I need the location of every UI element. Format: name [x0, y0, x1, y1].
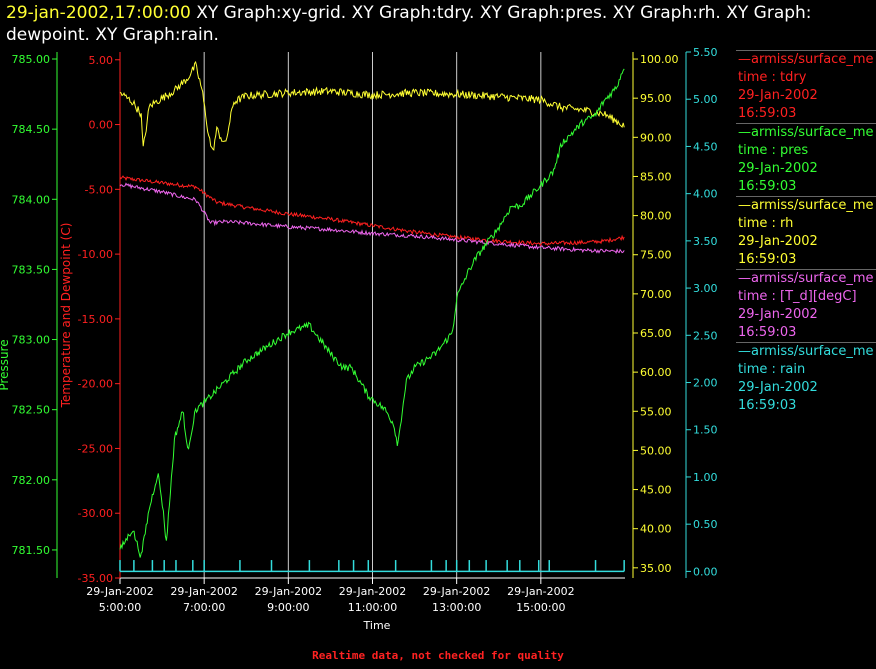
rain-tick-label: 1.00	[693, 471, 718, 484]
legend-var: time : rh	[738, 216, 794, 231]
pressure-tick-label: 783.50	[12, 263, 51, 276]
rh-tick-label: 95.00	[640, 92, 672, 105]
rh-tick-label: 80.00	[640, 210, 672, 223]
legend-source: —armiss/surface_me	[738, 271, 874, 286]
rh-tick-label: 75.00	[640, 249, 672, 262]
x-tick-label: 29-Jan-2002	[170, 585, 238, 598]
rh-tick-label: 65.00	[640, 327, 672, 340]
x-tick-label: 5:00:00	[99, 601, 141, 614]
rain-tick-label: 5.50	[693, 46, 718, 59]
legend-var: time : tdry	[738, 70, 807, 85]
x-tick-label: 13:00:00	[432, 601, 481, 614]
temperature-tick-label: -20.00	[78, 378, 113, 391]
chart-header: 29-jan-2002,17:00:00 XY Graph:xy-grid. X…	[6, 2, 872, 46]
legend-source: —armiss/surface_me	[738, 125, 874, 140]
temperature-tick-label: 5.00	[89, 54, 114, 67]
rain-tick-label: 5.00	[693, 93, 718, 106]
rh-tick-label: 90.00	[640, 131, 672, 144]
rain-tick-label: 2.50	[693, 329, 718, 342]
legend-time: 16:59:03	[738, 252, 797, 267]
legend-date: 29-Jan-2002	[738, 380, 818, 395]
x-tick-label: 11:00:00	[348, 601, 397, 614]
rain-tick-label: 4.50	[693, 140, 718, 153]
rain-tick-label: 2.00	[693, 377, 718, 390]
pressure-axis-label: Pressure	[0, 339, 11, 390]
rain-tick-label: 0.00	[693, 565, 718, 578]
temperature-tick-label: -35.00	[78, 572, 113, 585]
rh-tick-label: 85.00	[640, 170, 672, 183]
legend: —armiss/surface_me time : tdry 29-Jan-2002…	[736, 50, 876, 415]
rain-tick-label: 4.00	[693, 188, 718, 201]
legend-date: 29-Jan-2002	[738, 88, 818, 103]
dewpoint-line	[119, 182, 625, 255]
legend-source: —armiss/surface_me	[738, 344, 874, 359]
legend-time: 16:59:03	[738, 106, 797, 121]
rain-tick-label: 1.50	[693, 424, 718, 437]
x-tick-label: 29-Jan-2002	[339, 585, 407, 598]
rain-tick-label: 3.00	[693, 282, 718, 295]
x-tick-label: 7:00:00	[183, 601, 225, 614]
pressure-line	[119, 68, 625, 558]
tdry-line	[119, 175, 625, 247]
rh-tick-label: 50.00	[640, 444, 672, 457]
temperature-tick-label: 0.00	[89, 119, 114, 132]
legend-date: 29-Jan-2002	[738, 307, 818, 322]
temperature-tick-label: -15.00	[78, 313, 113, 326]
x-tick-label: 29-Jan-2002	[507, 585, 575, 598]
x-tick-label: 29-Jan-2002	[255, 585, 323, 598]
rh-tick-label: 45.00	[640, 484, 672, 497]
legend-source: —armiss/surface_me	[738, 198, 874, 213]
legend-time: 16:59:03	[738, 398, 797, 413]
rh-tick-label: 100.00	[640, 53, 679, 66]
pressure-tick-label: 784.50	[12, 123, 51, 136]
pressure-tick-label: 781.50	[12, 544, 51, 557]
temperature-tick-label: -5.00	[85, 183, 113, 196]
legend-var: time : pres	[738, 143, 809, 158]
legend-date: 29-Jan-2002	[738, 161, 818, 176]
temperature-axis-label: Temperature and Dewpoint (C)	[59, 223, 73, 409]
legend-var: time : [T_d][degC]	[738, 289, 857, 304]
pressure-tick-label: 785.00	[12, 53, 51, 66]
legend-time: 16:59:03	[738, 179, 797, 194]
rh-tick-label: 35.00	[640, 562, 672, 575]
x-tick-label: 9:00:00	[267, 601, 309, 614]
x-tick-label: 15:00:00	[516, 601, 565, 614]
rh-tick-label: 70.00	[640, 288, 672, 301]
legend-var: time : rain	[738, 362, 806, 377]
x-tick-label: 29-Jan-2002	[86, 585, 154, 598]
temperature-tick-label: -25.00	[78, 442, 113, 455]
pressure-tick-label: 783.00	[12, 334, 51, 347]
timestamp: 29-jan-2002,17:00:00	[6, 3, 191, 23]
temperature-tick-label: -30.00	[78, 507, 113, 520]
x-tick-label: 29-Jan-2002	[423, 585, 491, 598]
legend-time: 16:59:03	[738, 325, 797, 340]
rh-tick-label: 60.00	[640, 366, 672, 379]
pressure-tick-label: 784.00	[12, 193, 51, 206]
quality-note: Realtime data, not checked for quality	[312, 649, 564, 662]
temperature-tick-label: -10.00	[78, 248, 113, 261]
rh-tick-label: 55.00	[640, 405, 672, 418]
graph-titles: XY Graph:xy-grid. XY Graph:tdry. XY Grap…	[6, 3, 812, 45]
rain-tick-label: 3.50	[693, 235, 718, 248]
rain-tick-label: 0.50	[693, 518, 718, 531]
pressure-tick-label: 782.50	[12, 404, 51, 417]
rh-line	[119, 60, 625, 151]
legend-source: —armiss/surface_me	[738, 52, 874, 67]
rh-tick-label: 40.00	[640, 523, 672, 536]
legend-date: 29-Jan-2002	[738, 234, 818, 249]
pressure-tick-label: 782.00	[12, 474, 51, 487]
x-axis-label: Time	[363, 619, 391, 632]
